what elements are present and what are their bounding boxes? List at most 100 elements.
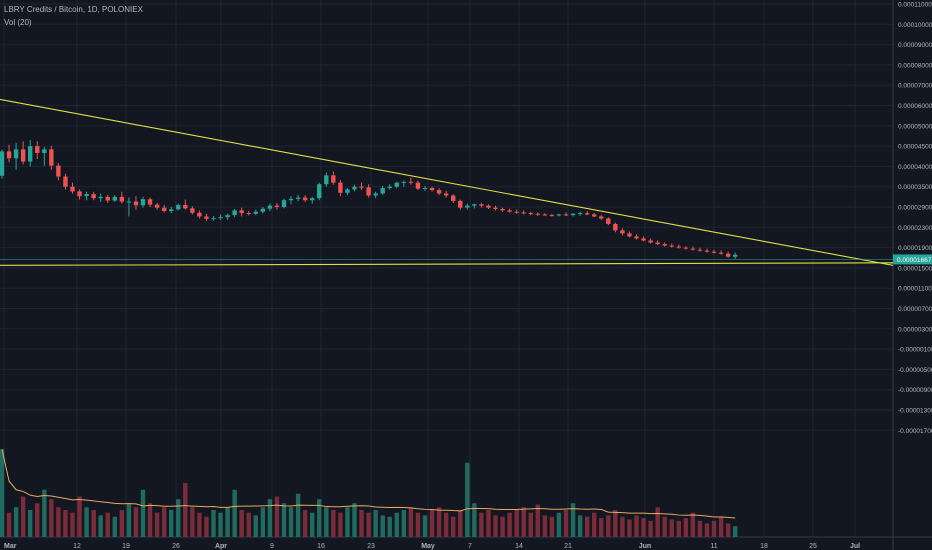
candle-body <box>274 205 280 207</box>
volume-bar <box>147 503 153 537</box>
candle-body <box>0 151 5 176</box>
price-tick-label: 0.00001900 <box>898 245 932 252</box>
date-tick-label: 21 <box>564 543 572 550</box>
trendlines[interactable] <box>0 98 894 266</box>
volume-bar <box>394 512 399 537</box>
symbol-name: LBRY Credits / Bitcoin <box>4 5 83 14</box>
candle-body <box>310 198 315 201</box>
candle-body <box>521 212 526 214</box>
candle-body <box>119 196 125 202</box>
volume-bar <box>239 510 244 537</box>
candle-body <box>140 199 146 206</box>
candle-body <box>324 175 329 185</box>
candle-body <box>20 149 26 162</box>
volume-bar <box>641 518 646 537</box>
volume-bar <box>56 507 61 537</box>
price-tick-label: -0.00001300 <box>898 408 932 415</box>
candle-body <box>584 213 590 215</box>
price-axis[interactable]: 0.00011000 0.00010000 0.00009000 0.00008000… <box>898 2 932 435</box>
volume-bar <box>77 496 82 537</box>
volume-bar <box>63 510 68 537</box>
volume-bar <box>429 510 435 537</box>
date-tick-label: Apr <box>215 543 227 550</box>
volume-bar <box>324 507 329 537</box>
price-tick-label: 0.00008000 <box>898 62 932 69</box>
volume-bar <box>28 510 33 537</box>
volume-bar <box>183 483 188 537</box>
date-tick-label: 7 <box>468 543 472 550</box>
volume-bar <box>218 512 223 537</box>
volume-bar <box>6 512 12 537</box>
candle-body <box>91 194 96 199</box>
volume-bar <box>500 516 505 537</box>
volume-bar <box>584 516 590 537</box>
candle-body <box>613 223 618 231</box>
volume-bar <box>42 489 47 537</box>
volume-bar <box>401 510 407 537</box>
candle-body <box>556 214 562 216</box>
volume-bar <box>20 496 26 537</box>
volume-bar <box>373 510 378 537</box>
volume-bar <box>669 519 674 537</box>
date-tick-label: 23 <box>367 543 375 550</box>
candle-body <box>345 189 350 193</box>
candle-body <box>63 176 68 187</box>
volume-bar <box>662 516 667 537</box>
volume-bar <box>443 512 449 537</box>
volume-bar <box>458 510 463 537</box>
volume-bar <box>317 499 322 537</box>
volume-bar <box>288 507 294 537</box>
volume-bar <box>415 512 421 537</box>
candle-body <box>697 249 703 251</box>
volume-bar <box>542 515 548 537</box>
volume-bar <box>84 507 89 537</box>
volume-bar <box>422 515 428 537</box>
price-tick-label: 0.00001100 <box>898 286 932 293</box>
candle-body <box>197 212 202 217</box>
candle-body <box>359 186 364 188</box>
volume-bar <box>549 516 555 537</box>
candle-body <box>218 217 223 219</box>
volume-bar <box>563 510 569 537</box>
volume-bars <box>0 449 738 537</box>
candle-body <box>281 200 287 207</box>
candle-body <box>577 213 583 215</box>
candle-body <box>655 242 660 245</box>
price-tick-label: -0.00000100 <box>898 347 932 354</box>
volume-bar <box>556 512 562 537</box>
candle-body <box>84 194 89 197</box>
volume-bar <box>599 518 604 537</box>
symbol-legend[interactable]: LBRY Credits / Bitcoin, 1D, POLONIEX <box>4 5 143 14</box>
volume-bar <box>704 523 710 537</box>
candle-body <box>133 201 139 206</box>
price-tick-label: 0.00002900 <box>898 205 932 212</box>
candle-body <box>408 181 414 183</box>
candle-body <box>35 146 40 154</box>
price-tick-label: 0.00003500 <box>898 184 932 191</box>
volume-bar <box>345 507 350 537</box>
volume-bar <box>359 510 364 537</box>
candle-body <box>514 211 519 213</box>
candle-body <box>295 197 301 199</box>
candle-body <box>42 149 47 154</box>
volume-bar <box>246 512 251 537</box>
volume-indicator-legend[interactable]: Vol (20) <box>4 18 32 27</box>
candle-body <box>542 214 548 216</box>
volume-bar <box>528 512 533 537</box>
candle-body <box>422 188 428 190</box>
volume-bar <box>295 493 301 537</box>
volume-bar <box>331 510 336 537</box>
volume-bar <box>91 510 96 537</box>
chart-legend: LBRY Credits / Bitcoin, 1D, POLONIEX Vol… <box>4 3 143 29</box>
candle-body <box>606 218 611 224</box>
volume-bar <box>105 512 110 537</box>
current-price-tag-box <box>893 254 932 265</box>
candle-body <box>486 205 491 208</box>
volume-bar <box>133 507 139 537</box>
candle-body <box>662 244 667 246</box>
candle-body <box>641 238 646 241</box>
date-axis[interactable]: Mar 12 19 26 Apr 9 16 23 May 7 14 21 Jun 11 18 25 Jul <box>4 543 860 550</box>
candle-body <box>493 207 498 210</box>
